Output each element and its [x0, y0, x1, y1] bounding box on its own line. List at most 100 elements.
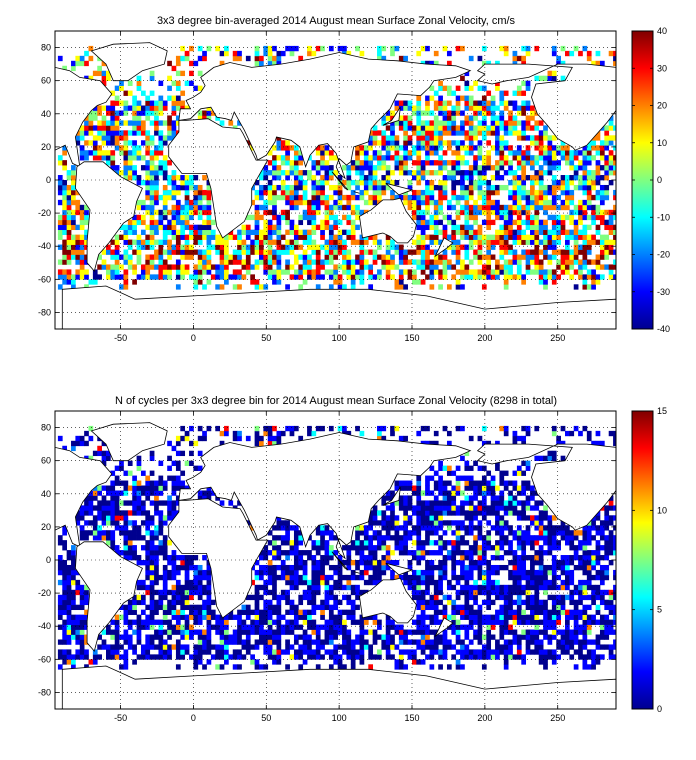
heatmap-cell — [508, 214, 513, 221]
heatmap-cell — [132, 555, 137, 561]
heatmap-cell — [473, 609, 478, 615]
heatmap-cell — [363, 639, 369, 645]
heatmap-cell — [543, 564, 548, 571]
heatmap-cell — [202, 589, 207, 596]
heatmap-cell — [407, 105, 413, 111]
heatmap-cell — [88, 279, 94, 285]
heatmap-cell — [582, 234, 588, 240]
heatmap-cell — [276, 609, 282, 615]
heatmap-cell — [189, 199, 194, 206]
heatmap-cell — [298, 180, 304, 186]
heatmap-cell — [582, 184, 588, 191]
heatmap-cell — [604, 589, 610, 596]
heatmap-cell — [503, 90, 509, 96]
heatmap-cell — [79, 214, 85, 221]
heatmap-cell — [237, 50, 242, 57]
heatmap-cell — [490, 219, 496, 226]
heatmap-cell — [307, 274, 312, 280]
heatmap-cell — [499, 269, 505, 275]
heatmap-cell — [420, 239, 426, 245]
heatmap-cell — [276, 170, 282, 176]
heatmap-cell — [416, 560, 422, 566]
heatmap-cell — [307, 254, 312, 260]
heatmap-cell — [333, 584, 339, 591]
heatmap-cell — [136, 110, 142, 116]
heatmap-cell — [556, 584, 561, 591]
heatmap-cell — [350, 264, 356, 270]
heatmap-cell — [254, 284, 260, 290]
heatmap-cell — [473, 199, 478, 206]
heatmap-cell — [368, 284, 374, 290]
heatmap-cell — [132, 249, 137, 255]
heatmap-cell — [315, 274, 321, 280]
heatmap-cell — [237, 634, 242, 640]
heatmap-cell — [154, 634, 159, 640]
heatmap-cell — [460, 140, 465, 146]
heatmap-cell — [140, 594, 146, 601]
heatmap-cell — [193, 619, 199, 625]
heatmap-cell — [280, 244, 286, 250]
heatmap-cell — [530, 574, 535, 581]
heatmap-cell — [328, 269, 334, 275]
heatmap-cell — [556, 604, 561, 611]
heatmap-cell — [232, 269, 238, 275]
heatmap-cell — [320, 599, 325, 606]
heatmap-cell — [538, 150, 544, 156]
heatmap-cell — [425, 614, 430, 620]
heatmap-cell — [193, 184, 199, 191]
heatmap-cell — [237, 229, 242, 235]
heatmap-cell — [267, 604, 273, 611]
heatmap-cell — [293, 535, 299, 541]
heatmap-cell — [127, 229, 133, 235]
heatmap-cell — [171, 264, 177, 270]
heatmap-cell — [66, 234, 72, 240]
heatmap-cell — [538, 175, 544, 181]
heatmap-cell — [481, 560, 487, 566]
heatmap-cell — [578, 545, 583, 551]
heatmap-cell — [263, 639, 269, 645]
heatmap-cell — [499, 634, 505, 640]
heatmap-cell — [315, 550, 321, 556]
heatmap-cell — [403, 574, 408, 581]
heatmap-cell — [289, 194, 295, 201]
heatmap-cell — [451, 644, 457, 650]
heatmap-cell — [503, 244, 509, 250]
heatmap-cell — [429, 579, 435, 586]
heatmap-cell — [263, 569, 269, 576]
heatmap-cell — [337, 614, 343, 620]
heatmap-cell — [372, 550, 378, 556]
heatmap-cell — [175, 249, 181, 255]
heatmap-cell — [460, 170, 465, 176]
heatmap-cell — [132, 130, 137, 136]
heatmap-cell — [460, 644, 465, 650]
heatmap-cell — [578, 244, 583, 250]
heatmap-cell — [175, 95, 181, 101]
heatmap-cell — [302, 184, 308, 191]
heatmap-cell — [604, 194, 610, 201]
heatmap-cell — [184, 189, 190, 196]
heatmap-cell — [184, 224, 190, 231]
heatmap-cell — [350, 219, 356, 226]
heatmap-cell — [136, 274, 142, 280]
heatmap-cell — [79, 55, 85, 62]
heatmap-cell — [516, 135, 522, 141]
heatmap-cell — [599, 634, 605, 640]
heatmap-cell — [438, 634, 443, 640]
heatmap-cell — [149, 90, 155, 96]
heatmap-cell — [149, 644, 155, 650]
heatmap-cell — [486, 564, 492, 571]
heatmap-cell — [84, 214, 89, 221]
heatmap-cell — [368, 175, 374, 181]
heatmap-cell — [289, 584, 295, 591]
heatmap-cell — [154, 209, 159, 216]
heatmap-cell — [455, 550, 461, 556]
heatmap-cell — [547, 229, 553, 235]
heatmap-cell — [486, 100, 492, 106]
heatmap-cell — [84, 120, 89, 126]
heatmap-cell — [464, 589, 470, 596]
heatmap-cell — [132, 120, 137, 126]
heatmap-cell — [285, 629, 290, 635]
heatmap-cell — [604, 145, 610, 151]
heatmap-cell — [276, 574, 282, 581]
heatmap-cell — [578, 259, 583, 265]
